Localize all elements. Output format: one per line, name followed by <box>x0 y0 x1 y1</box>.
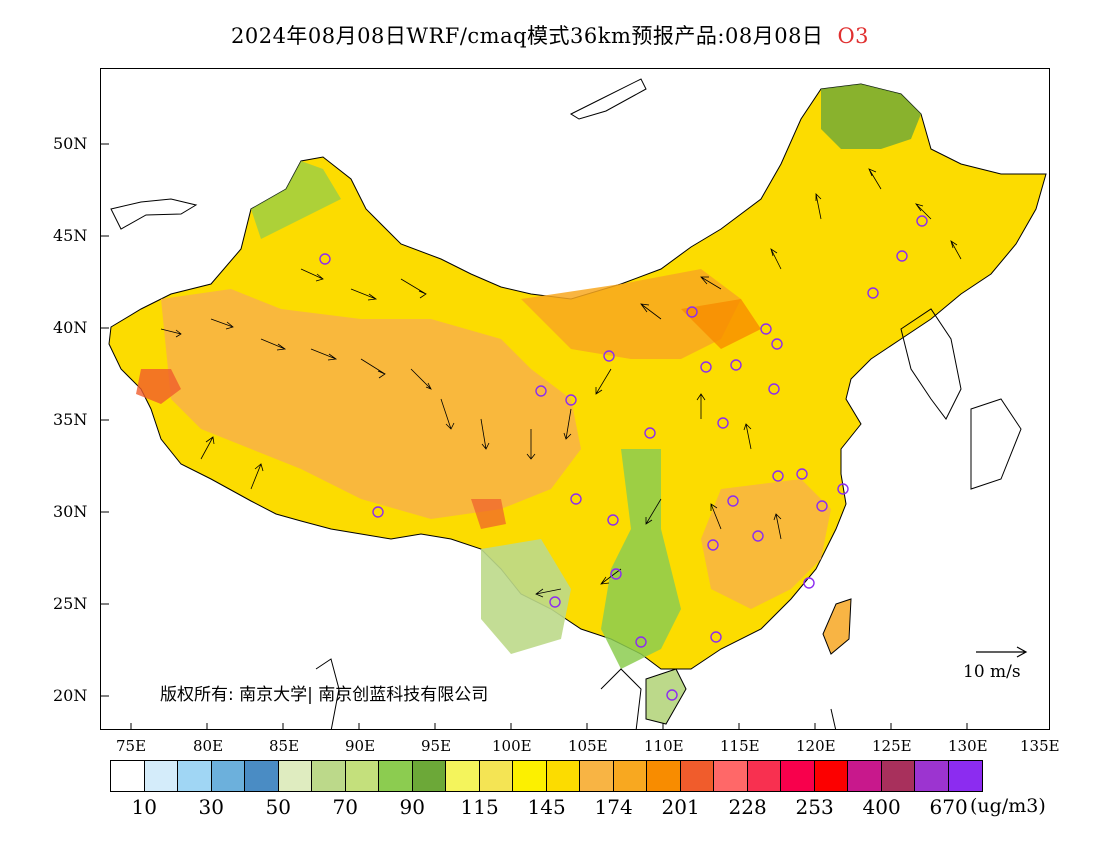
colorbar-label: 228 <box>728 795 767 819</box>
wind-reference-label: 10 m/s <box>963 662 1021 682</box>
lon-label-90e: 90E <box>345 737 376 755</box>
ozone-zone-north-orange <box>521 269 741 359</box>
colorbar-swatch <box>211 761 245 791</box>
colorbar-unit: (ug/m3) <box>970 795 1046 817</box>
title-text: 2024年08月08日WRF/cmaq模式36km预报产品:08月08日 <box>230 24 824 48</box>
colorbar-swatch <box>546 761 580 791</box>
copyright-text: 版权所有: 南京大学| 南京创蓝科技有限公司 <box>160 685 489 705</box>
colorbar-swatch <box>178 761 212 791</box>
colorbar-swatch <box>613 761 647 791</box>
colorbar-swatch <box>580 761 614 791</box>
colorbar-swatch <box>345 761 379 791</box>
ozone-zone-ne-green <box>821 84 921 149</box>
colorbar-label: 90 <box>399 795 425 819</box>
ozone-zone-sw-green <box>481 539 571 654</box>
lon-label-100e: 100E <box>492 737 532 755</box>
colorbar-swatch <box>814 761 848 791</box>
lon-label-110e: 110E <box>644 737 684 755</box>
map-title: 2024年08月08日WRF/cmaq模式36km预报产品:08月08日 O3 <box>0 20 1100 50</box>
lat-label-30n: 30N <box>53 502 88 521</box>
colorbar-swatch <box>513 761 547 791</box>
colorbar-label: 70 <box>332 795 358 819</box>
colorbar-swatch <box>848 761 882 791</box>
colorbar-swatch <box>245 761 279 791</box>
colorbar-label: 174 <box>594 795 633 819</box>
korea-japan-outline <box>900 308 1022 490</box>
map-frame <box>100 68 1050 730</box>
colorbar-label: 670 <box>929 795 968 819</box>
lon-label-130e: 130E <box>948 737 988 755</box>
lake-baikal-outline <box>569 78 647 120</box>
colorbar-swatch <box>278 761 312 791</box>
hainan-island <box>645 668 687 725</box>
map-canvas <box>101 78 1047 729</box>
colorbar-label: 201 <box>661 795 700 819</box>
vietnam-coast-outline <box>315 658 837 729</box>
colorbar-swatch <box>881 761 915 791</box>
colorbar-swatch <box>412 761 446 791</box>
lat-label-20n: 20N <box>53 686 88 705</box>
lat-label-25n: 25N <box>53 594 88 613</box>
pollutant-label: O3 <box>837 24 870 48</box>
lat-label-40n: 40N <box>53 318 88 337</box>
lat-label-50n: 50N <box>53 134 88 153</box>
lon-label-115e: 115E <box>720 737 760 755</box>
ozone-zone-west-orange <box>161 289 581 519</box>
axis-ticks <box>101 143 968 729</box>
kazakh-lake-outline <box>110 198 198 230</box>
ozone-zone-hotspot-1 <box>136 369 181 404</box>
lon-label-85e: 85E <box>269 737 300 755</box>
colorbar-swatch <box>647 761 681 791</box>
colorbar-swatch <box>446 761 480 791</box>
lon-label-120e: 120E <box>796 737 836 755</box>
lat-label-35n: 35N <box>53 410 88 429</box>
colorbar-label: 115 <box>460 795 499 819</box>
ozone-zone-south-green <box>601 449 681 669</box>
colorbar-swatch <box>312 761 346 791</box>
colorbar-label: 10 <box>131 795 157 819</box>
colorbar-label: 400 <box>862 795 901 819</box>
lon-label-95e: 95E <box>421 737 452 755</box>
colorbar-swatch <box>479 761 513 791</box>
ozone-zone-east-orange <box>701 479 831 609</box>
colorbar-label: 30 <box>198 795 224 819</box>
colorbar-swatch <box>781 761 815 791</box>
lon-label-80e: 80E <box>193 737 224 755</box>
colorbar-swatch <box>948 761 982 791</box>
lat-label-45n: 45N <box>53 226 88 245</box>
colorbar-label: 50 <box>265 795 291 819</box>
ozone-zone-xinjiang-green <box>251 161 341 239</box>
taiwan-island <box>822 598 852 655</box>
colorbar-swatch <box>111 761 145 791</box>
colorbar-label: 145 <box>527 795 566 819</box>
ozone-zone-hotspot-3 <box>681 299 761 349</box>
wind-reference-arrow <box>976 646 1028 658</box>
colorbar-swatch <box>747 761 781 791</box>
ozone-zone-hotspot-2 <box>471 499 506 529</box>
colorbar-label: 253 <box>795 795 834 819</box>
lon-label-75e: 75E <box>116 737 147 755</box>
colorbar-swatch <box>379 761 413 791</box>
colorbar-swatch <box>680 761 714 791</box>
lon-label-105e: 105E <box>568 737 608 755</box>
lon-label-135e: 135E <box>1020 737 1060 755</box>
colorbar-swatch <box>144 761 178 791</box>
colorbar <box>110 760 983 792</box>
lon-label-125e: 125E <box>872 737 912 755</box>
colorbar-swatch <box>714 761 748 791</box>
wind-vectors <box>160 168 962 598</box>
colorbar-swatch <box>915 761 949 791</box>
city-markers <box>319 215 928 701</box>
